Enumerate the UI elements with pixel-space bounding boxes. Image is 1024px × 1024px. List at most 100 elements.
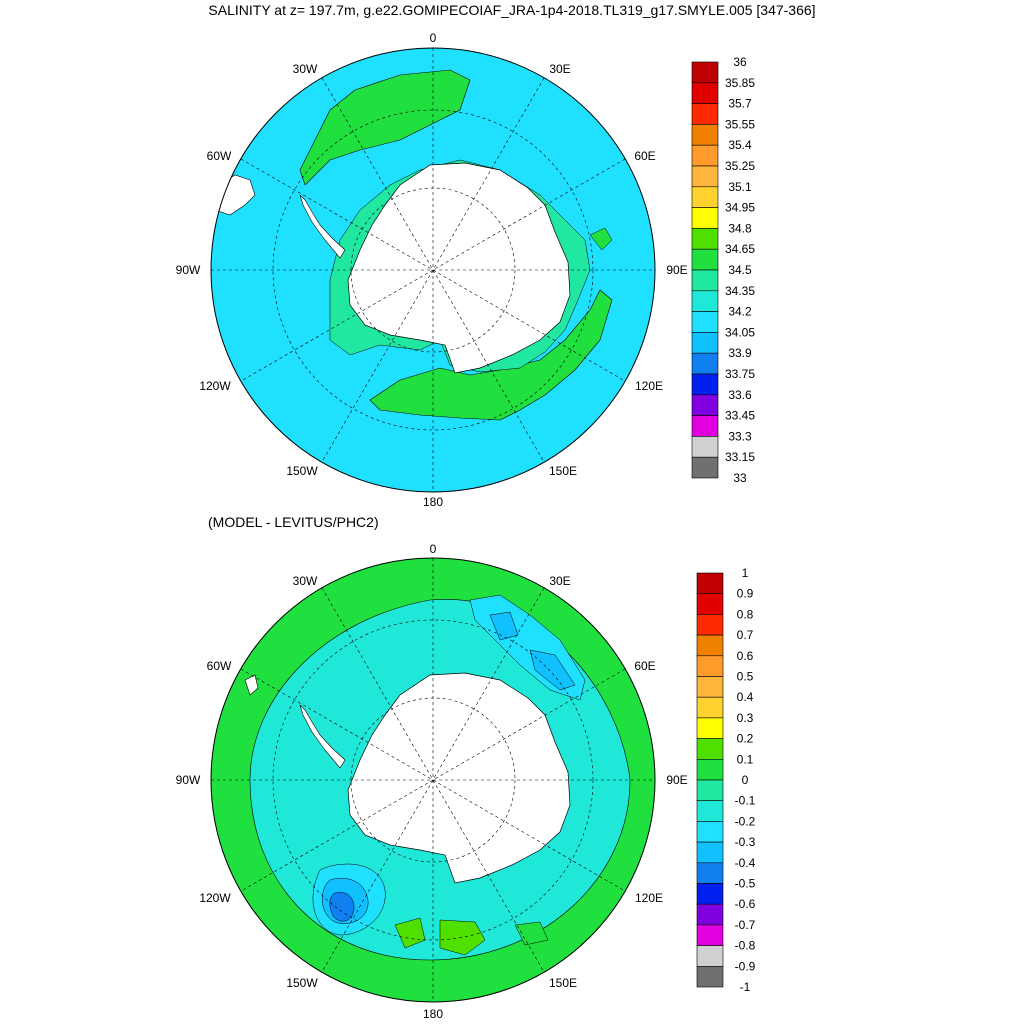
salinity-colorbar-swatch <box>691 103 719 125</box>
salinity-colorbar-swatch <box>691 332 719 354</box>
salinity-colorbar-tick-label: 33.9 <box>728 346 752 360</box>
figure-title: SALINITY at z= 197.7m, g.e22.GOMIPECOIAF… <box>208 2 816 18</box>
map-boundary <box>210 557 656 1003</box>
salinity-colorbar-tick-label: 35.4 <box>728 138 752 152</box>
difference-colorbar-swatch <box>696 862 724 884</box>
difference-polar-map: 0 30E 60E 90E 120E 150E 180 150W 120W 90… <box>176 542 688 1021</box>
difference-colorbar-swatch <box>696 696 724 719</box>
lon-label-150e: 150E <box>549 464 577 478</box>
graticule <box>211 48 655 492</box>
salinity-colorbar-tick-label: 34.8 <box>728 221 752 235</box>
graticule <box>211 558 655 1002</box>
negative-anomaly-contour <box>329 892 355 922</box>
lon-label-90w: 90W <box>176 263 201 277</box>
difference-colorbar-tick-label: 0.3 <box>737 711 754 725</box>
difference-colorbar-tick-label: 0.1 <box>737 752 754 766</box>
salinity-colorbar-tick-label: 35.55 <box>725 117 755 131</box>
antarctic-peninsula <box>299 194 346 259</box>
antarctica-land <box>347 672 571 884</box>
salinity-band-contour <box>369 289 613 421</box>
difference-colorbar-swatch <box>696 758 724 781</box>
difference-colorbar-tick-label: 0.8 <box>737 607 754 621</box>
difference-colorbar-tick-label: -0.1 <box>735 794 756 808</box>
salinity-colorbar-tick-label: 33.15 <box>725 450 755 464</box>
salinity-colorbar-swatch <box>691 373 719 396</box>
lon-label-90w: 90W <box>176 773 201 787</box>
shelf-contour <box>589 227 613 251</box>
difference-colorbar-swatch <box>696 717 724 739</box>
salinity-colorbar-tick-label: 34.2 <box>728 305 752 319</box>
antarctic-peninsula <box>299 704 346 769</box>
lon-label-30w: 30W <box>293 574 318 588</box>
difference-subtitle: (MODEL - LEVITUS/PHC2) <box>208 514 379 530</box>
lon-label-90e: 90E <box>666 773 687 787</box>
salinity-colorbar-swatch <box>691 124 719 146</box>
difference-colorbar-tick-label: 0.6 <box>737 649 754 663</box>
salinity-colorbar-swatch <box>691 394 719 416</box>
difference-colorbar-tick-label: -0.5 <box>735 877 756 891</box>
difference-colorbar-swatch <box>696 903 724 926</box>
salinity-colorbar-swatch <box>691 269 719 292</box>
salinity-colorbar-swatch <box>691 436 719 458</box>
salinity-colorbar-swatch <box>691 186 719 208</box>
salinity-colorbar-tick-label: 33 <box>733 471 747 485</box>
salinity-colorbar-swatch <box>691 228 719 250</box>
difference-colorbar-swatch <box>696 593 724 615</box>
salinity-colorbar-tick-label: 33.6 <box>728 388 752 402</box>
difference-colorbar-tick-label: -1 <box>740 980 751 994</box>
difference-colorbar-tick-label: -0.4 <box>735 856 756 870</box>
difference-colorbar-tick-label: 0 <box>742 773 749 787</box>
lon-label-120w: 120W <box>199 891 231 905</box>
difference-colorbar-swatch <box>696 841 724 864</box>
difference-colorbar-tick-label: 1 <box>742 566 749 580</box>
difference-colorbar-tick-label: -0.3 <box>735 835 756 849</box>
lon-label-60w: 60W <box>207 149 232 163</box>
salinity-colorbar-tick-label: 36 <box>733 55 747 69</box>
difference-colorbar-tick-label: 0.5 <box>737 670 754 684</box>
difference-colorbar-swatch <box>696 634 724 657</box>
difference-colorbar-tick-label: -0.7 <box>735 918 756 932</box>
lon-label-120w: 120W <box>199 379 231 393</box>
difference-colorbar-swatch <box>696 676 724 698</box>
difference-colorbar-tick-label: -0.9 <box>735 959 756 973</box>
salinity-colorbar-tick-label: 35.25 <box>725 159 755 173</box>
salinity-colorbar-swatch <box>691 207 719 229</box>
difference-colorbar-tick-label: 0.4 <box>737 690 754 704</box>
difference-colorbar-tick-label: 0.9 <box>737 587 754 601</box>
salinity-colorbar-tick-label: 35.7 <box>728 97 752 111</box>
lon-label-180: 180 <box>423 495 443 509</box>
lon-label-60e: 60E <box>634 659 655 673</box>
salinity-colorbar-tick-label: 34.05 <box>725 325 755 339</box>
salinity-colorbar-tick-label: 33.3 <box>728 429 752 443</box>
salinity-colorbar-swatch <box>691 248 719 271</box>
difference-colorbar-swatch <box>696 655 724 677</box>
salinity-colorbar-tick-label: 34.5 <box>728 263 752 277</box>
salinity-colorbar-swatch <box>691 61 719 84</box>
difference-colorbar-swatch <box>696 779 724 802</box>
salinity-colorbar-swatch <box>691 456 719 479</box>
lon-label-150e: 150E <box>549 976 577 990</box>
difference-colorbar-swatch <box>696 821 724 843</box>
lon-label-60w: 60W <box>207 659 232 673</box>
lon-label-60e: 60E <box>634 149 655 163</box>
salinity-band-contour <box>299 69 471 186</box>
salinity-colorbar-swatch <box>691 144 719 167</box>
lon-label-180: 180 <box>423 1007 443 1021</box>
difference-colorbar-swatch <box>696 738 724 760</box>
difference-colorbar-tick-label: -0.2 <box>735 814 756 828</box>
positive-anomaly-contour <box>439 919 486 956</box>
salinity-colorbar: 36 35.85 35.7 35.55 35.4 35.25 35.1 34.95 34.8 34… <box>691 55 755 485</box>
antarctica-land <box>347 162 571 374</box>
difference-colorbar-tick-label: 0.7 <box>737 628 754 642</box>
lon-label-90e: 90E <box>666 263 687 277</box>
lon-label-30w: 30W <box>293 62 318 76</box>
difference-colorbar-tick-label: 0.2 <box>737 732 754 746</box>
lon-label-120e: 120E <box>635 891 663 905</box>
difference-colorbar-swatch <box>696 883 724 905</box>
lon-label-30e: 30E <box>549 62 570 76</box>
salinity-colorbar-tick-label: 35.1 <box>728 180 752 194</box>
negative-anomaly-contour <box>529 649 576 691</box>
salinity-colorbar-tick-label: 34.65 <box>725 242 755 256</box>
lon-label-150w: 150W <box>286 976 318 990</box>
